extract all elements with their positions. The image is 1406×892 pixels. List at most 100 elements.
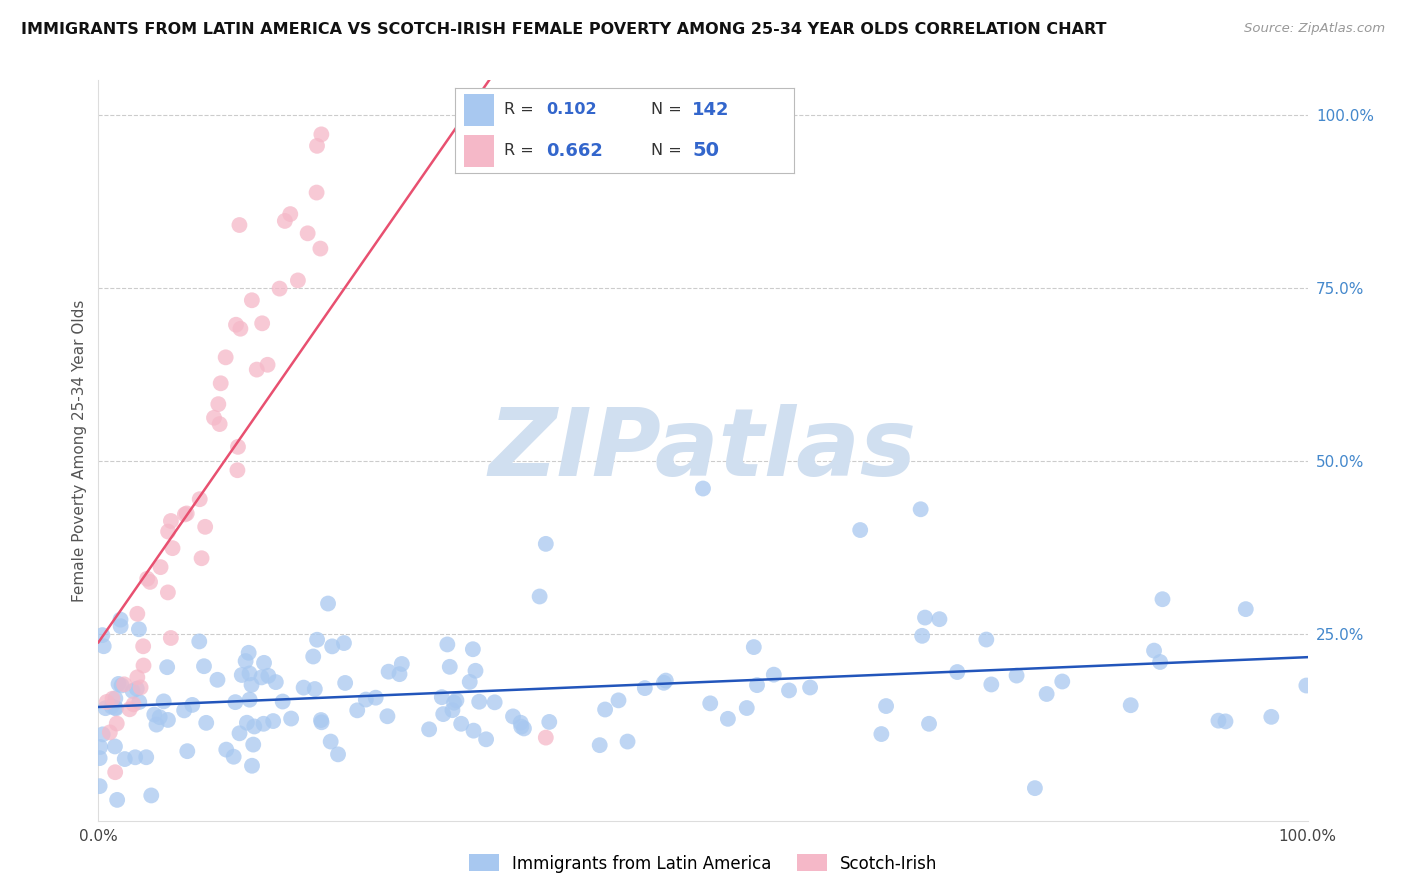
Point <box>100 699 122 714</box>
Point <box>176 507 198 521</box>
Point <box>176 744 198 758</box>
Point <box>243 719 266 733</box>
Point <box>93 639 115 653</box>
Point <box>297 227 319 241</box>
Point <box>443 696 465 710</box>
Point <box>510 720 533 734</box>
Point <box>271 694 294 708</box>
Point <box>193 659 215 673</box>
Point <box>280 712 302 726</box>
Point <box>980 677 1002 691</box>
Point <box>316 597 339 611</box>
Point <box>1295 679 1317 693</box>
Point <box>160 514 183 528</box>
Point <box>1035 687 1057 701</box>
Point <box>236 715 259 730</box>
Point <box>974 632 997 647</box>
Point <box>432 707 454 722</box>
Point <box>742 640 765 654</box>
Point <box>104 739 127 754</box>
Point <box>132 658 155 673</box>
Point <box>231 668 253 682</box>
Point <box>89 739 111 754</box>
Point <box>156 660 179 674</box>
Point <box>162 541 184 556</box>
Point <box>513 722 536 736</box>
Point <box>914 610 936 624</box>
Point <box>1152 592 1174 607</box>
Point <box>321 640 343 654</box>
Point <box>607 693 630 707</box>
Point <box>309 242 332 256</box>
Point <box>105 793 128 807</box>
Point <box>143 707 166 722</box>
Point <box>96 695 118 709</box>
Point <box>1149 655 1171 669</box>
Point <box>89 779 111 793</box>
Point <box>207 397 229 411</box>
Point <box>157 524 180 539</box>
Point <box>229 322 252 336</box>
Point <box>101 691 124 706</box>
Point <box>209 376 232 391</box>
Point <box>121 684 143 698</box>
Point <box>252 716 274 731</box>
Point <box>149 560 172 574</box>
Point <box>256 358 278 372</box>
Point <box>104 691 127 706</box>
Point <box>222 749 245 764</box>
Point <box>135 750 157 764</box>
Point <box>112 677 135 691</box>
Point <box>122 698 145 712</box>
Point <box>799 681 821 695</box>
Point <box>156 585 179 599</box>
Point <box>129 681 152 695</box>
Point <box>253 656 276 670</box>
Point <box>309 713 332 727</box>
Point <box>778 683 800 698</box>
Point <box>240 678 263 692</box>
Point <box>274 214 297 228</box>
Point <box>502 709 524 723</box>
Point <box>346 703 368 717</box>
Point <box>875 699 897 714</box>
Point <box>202 410 225 425</box>
Point <box>262 714 284 728</box>
Point <box>292 681 315 695</box>
Point <box>226 463 249 477</box>
Point <box>1234 602 1257 616</box>
Point <box>319 734 342 748</box>
Point <box>305 186 328 200</box>
Point <box>128 695 150 709</box>
Point <box>114 752 136 766</box>
Point <box>655 673 678 688</box>
Point <box>269 282 291 296</box>
Point <box>1260 710 1282 724</box>
Point <box>326 747 349 762</box>
Point <box>484 695 506 709</box>
Point <box>118 702 141 716</box>
Point <box>242 738 264 752</box>
Point <box>692 482 714 496</box>
Point <box>228 218 250 232</box>
Point <box>207 673 229 687</box>
Point <box>441 703 464 717</box>
Point <box>439 660 461 674</box>
Point <box>475 732 498 747</box>
Point <box>616 734 638 748</box>
Point <box>104 701 127 715</box>
Point <box>240 758 263 772</box>
Point <box>418 723 440 737</box>
Point <box>278 207 301 221</box>
Point <box>762 667 785 681</box>
Point <box>225 318 247 332</box>
Point <box>509 715 531 730</box>
Point <box>304 681 326 696</box>
Point <box>849 523 872 537</box>
Text: ZIPatlas: ZIPatlas <box>489 404 917 497</box>
Point <box>173 508 195 522</box>
Point <box>110 678 132 692</box>
Point <box>1143 643 1166 657</box>
Point <box>127 607 149 621</box>
Point <box>98 725 121 739</box>
